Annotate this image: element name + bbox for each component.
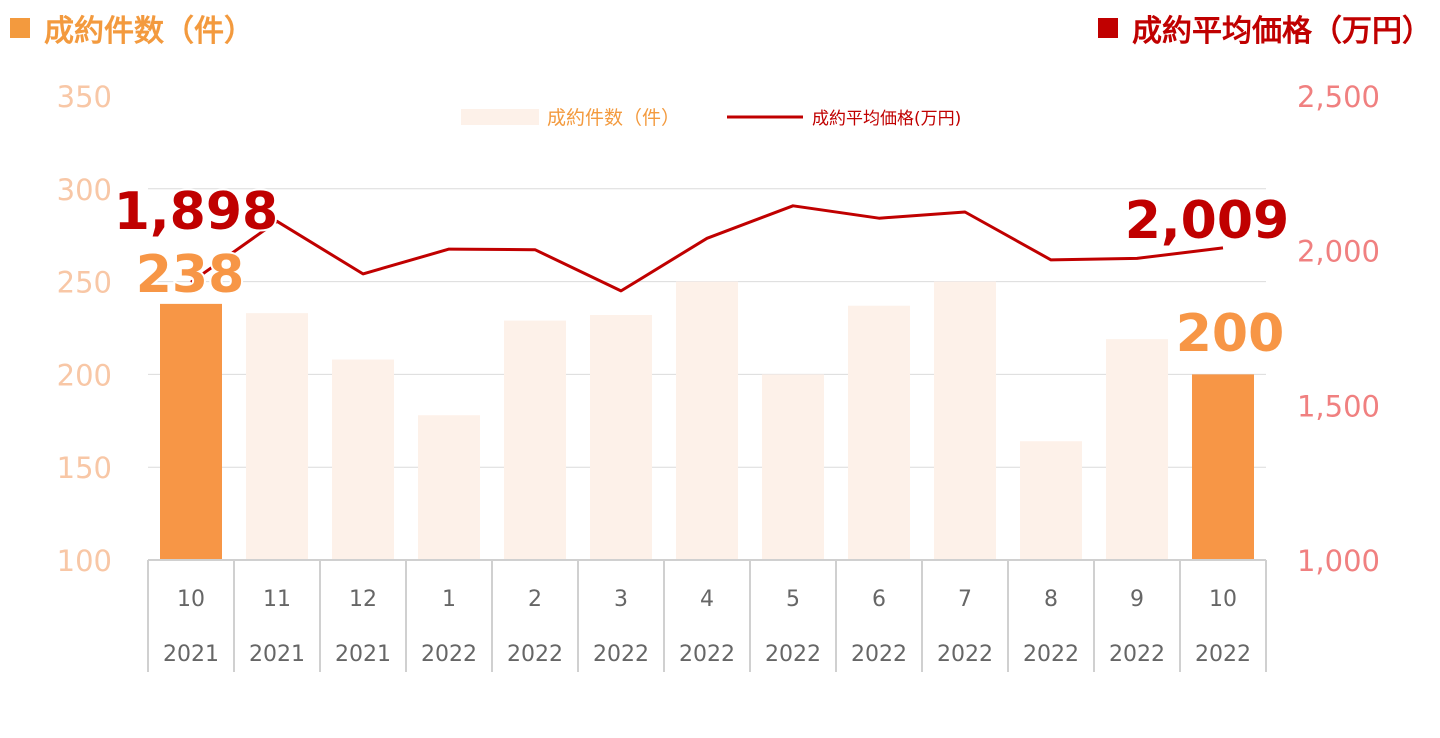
- bar-series: [160, 281, 1254, 560]
- left-axis: 100 150 200 250 300 350: [57, 80, 112, 578]
- x-tick-month: 3: [614, 587, 628, 612]
- bar-6: [676, 281, 738, 560]
- x-tick-month: 9: [1130, 587, 1144, 612]
- bar-1: [246, 313, 308, 560]
- x-tick-month: 11: [263, 587, 291, 612]
- left-tick-label: 250: [57, 266, 112, 300]
- left-tick-label: 100: [57, 544, 112, 578]
- x-tick-year: 2021: [335, 642, 391, 667]
- left-axis-swatch-icon: [10, 18, 30, 38]
- x-tick-month: 2: [528, 587, 542, 612]
- left-axis-title: 成約件数（件）: [10, 6, 254, 50]
- data-label-0: 1,898: [114, 182, 278, 242]
- x-tick-year: 2022: [507, 642, 563, 667]
- legend: 成約件数（件） 成約平均価格(万円): [461, 107, 961, 129]
- x-tick-month: 10: [177, 587, 205, 612]
- bar-7: [762, 374, 824, 560]
- right-tick-label: 2,000: [1297, 235, 1380, 269]
- x-tick-year: 2022: [421, 642, 477, 667]
- right-axis-title-text: 成約平均価格（万円）: [1132, 14, 1432, 49]
- x-axis: 10 2021 11 2021 12 2021 1 2022 2 2022 3 2022 4 2022 5 2…: [147, 559, 1267, 672]
- data-label-2: 2,009: [1125, 191, 1289, 251]
- right-tick-label: 1,000: [1297, 544, 1380, 578]
- right-tick-label: 1,500: [1297, 389, 1380, 423]
- legend-bar-swatch: [461, 109, 539, 125]
- legend-bar-label: 成約件数（件）: [547, 107, 680, 129]
- bar-2: [332, 359, 394, 560]
- x-tick-year: 2022: [765, 642, 821, 667]
- left-tick-label: 350: [57, 80, 112, 114]
- bar-4: [504, 320, 566, 560]
- x-tick-month: 7: [958, 587, 972, 612]
- bar-3: [418, 415, 480, 560]
- right-tick-label: 2,500: [1297, 80, 1380, 114]
- bar-11: [1106, 339, 1168, 560]
- x-tick-month: 12: [349, 587, 377, 612]
- x-tick-month: 8: [1044, 587, 1058, 612]
- x-tick-month: 10: [1209, 587, 1237, 612]
- left-tick-label: 300: [57, 173, 112, 207]
- x-tick-year: 2022: [1195, 642, 1251, 667]
- x-tick-month: 6: [872, 587, 886, 612]
- left-tick-label: 150: [57, 451, 112, 485]
- x-tick-month: 5: [786, 587, 800, 612]
- x-tick-year: 2022: [851, 642, 907, 667]
- left-axis-title-text: 成約件数（件）: [44, 14, 254, 49]
- data-label-3: 200: [1176, 304, 1285, 364]
- data-label-1: 238: [136, 245, 245, 305]
- left-tick-label: 200: [57, 358, 112, 392]
- price-line: [190, 204, 1224, 293]
- x-tick-month: 4: [700, 587, 714, 612]
- bar-9: [934, 281, 996, 560]
- x-tick-month: 1: [442, 587, 456, 612]
- right-axis-title: 成約平均価格（万円）: [1098, 6, 1432, 50]
- bar-10: [1020, 441, 1082, 560]
- x-tick-year: 2021: [249, 642, 305, 667]
- x-tick-year: 2022: [1023, 642, 1079, 667]
- right-axis-swatch-icon: [1098, 18, 1118, 38]
- bar-12: [1192, 374, 1254, 560]
- x-tick-year: 2022: [1109, 642, 1165, 667]
- x-tick-year: 2022: [593, 642, 649, 667]
- legend-line-label: 成約平均価格(万円): [812, 109, 961, 129]
- x-tick-year: 2021: [163, 642, 219, 667]
- bar-0: [160, 303, 222, 560]
- x-tick-year: 2022: [937, 642, 993, 667]
- bar-5: [590, 315, 652, 560]
- bar-8: [848, 305, 910, 560]
- x-tick-year: 2022: [679, 642, 735, 667]
- right-axis: 1,000 1,500 2,000 2,500: [1297, 80, 1380, 578]
- line-series: [190, 204, 1224, 293]
